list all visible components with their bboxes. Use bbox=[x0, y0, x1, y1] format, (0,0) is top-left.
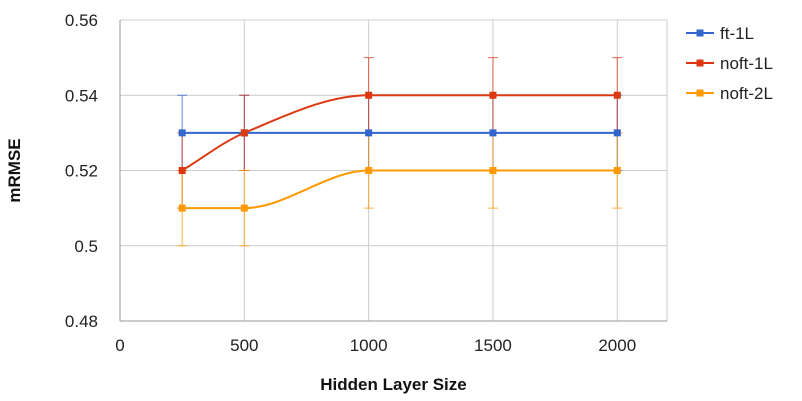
x-tick-labels: 0 500 1000 1500 2000 bbox=[115, 336, 636, 355]
data-point-noft-2l bbox=[489, 167, 497, 174]
legend-item-noft-1l: noft-1L bbox=[686, 54, 773, 73]
series-line-noft-2l bbox=[182, 169, 618, 210]
legend-label: noft-1L bbox=[720, 54, 773, 73]
data-point-noft-1l bbox=[240, 129, 248, 137]
legend-label: ft-1L bbox=[720, 24, 754, 43]
series-lines bbox=[181, 94, 618, 210]
data-point-noft-2l bbox=[613, 167, 621, 174]
legend-marker bbox=[696, 29, 704, 37]
y-tick-label: 0.52 bbox=[65, 162, 98, 181]
data-point-ft-1l bbox=[365, 129, 373, 137]
data-point-noft-1l bbox=[178, 167, 186, 174]
y-tick-labels: 0.48 0.5 0.52 0.54 0.56 bbox=[65, 11, 98, 331]
legend-item-noft-2l: noft-2L bbox=[686, 84, 773, 103]
legend-label: noft-2L bbox=[720, 84, 773, 103]
data-point-noft-1l bbox=[613, 91, 621, 99]
legend-item-ft-1l: ft-1L bbox=[686, 24, 754, 43]
legend-marker bbox=[696, 59, 704, 67]
data-point-ft-1l bbox=[613, 129, 621, 137]
series-line-noft-1l bbox=[181, 94, 618, 172]
x-tick-label: 0 bbox=[115, 336, 124, 355]
data-point-ft-1l bbox=[178, 129, 186, 137]
y-tick-label: 0.54 bbox=[65, 86, 98, 105]
data-point-noft-2l bbox=[178, 204, 186, 212]
legend-marker bbox=[696, 89, 704, 97]
x-axis-label: Hidden Layer Size bbox=[320, 375, 466, 394]
data-point-noft-2l bbox=[365, 167, 373, 174]
x-tick-label: 500 bbox=[230, 336, 258, 355]
legend: ft-1L noft-1L noft-2L bbox=[686, 24, 773, 103]
x-tick-label: 1000 bbox=[350, 336, 388, 355]
data-point-noft-1l bbox=[489, 91, 497, 99]
y-tick-label: 0.56 bbox=[65, 11, 98, 30]
y-tick-label: 0.48 bbox=[65, 312, 98, 331]
y-axis-label: mRMSE bbox=[5, 138, 24, 202]
series-markers bbox=[178, 91, 621, 212]
data-point-noft-2l bbox=[240, 204, 248, 212]
y-tick-label: 0.5 bbox=[74, 237, 98, 256]
x-tick-label: 2000 bbox=[598, 336, 636, 355]
x-tick-label: 1500 bbox=[474, 336, 512, 355]
data-point-ft-1l bbox=[489, 129, 497, 137]
data-point-noft-1l bbox=[365, 91, 373, 99]
